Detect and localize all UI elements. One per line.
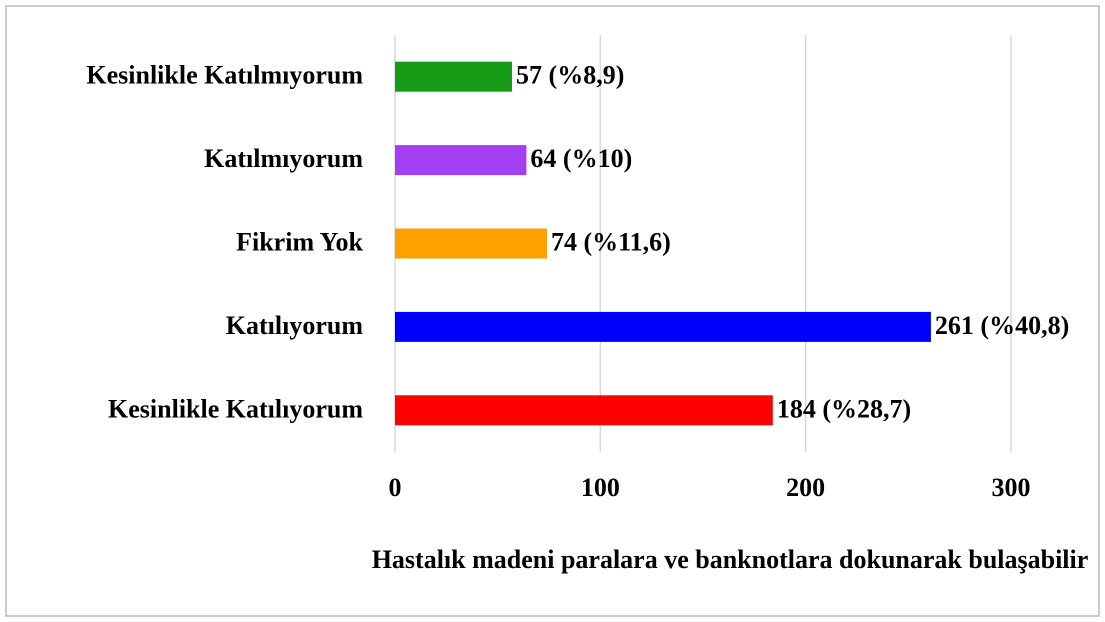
x-tick-label: 200 <box>786 473 825 502</box>
y-tick-label: Kesinlikle Katılmıyorum <box>86 61 363 90</box>
x-tick-label: 100 <box>581 473 620 502</box>
bar <box>395 228 547 259</box>
y-tick-label: Fikrim Yok <box>236 227 363 256</box>
chart-border <box>5 5 1100 617</box>
data-label: 64 (%10) <box>530 144 632 173</box>
bar <box>395 395 773 426</box>
data-label: 184 (%28,7) <box>777 394 911 423</box>
x-tick-label: 300 <box>992 473 1031 502</box>
bar <box>395 145 527 176</box>
x-axis-title: Hastalık madeni paralara ve banknotlara … <box>371 545 1089 574</box>
bar <box>395 61 513 92</box>
data-label: 57 (%8,9) <box>516 61 624 90</box>
bar <box>395 311 931 342</box>
x-tick-label: 0 <box>389 473 402 502</box>
data-label: 261 (%40,8) <box>935 311 1069 340</box>
y-tick-label: Kesinlikle Katılıyorum <box>108 394 363 423</box>
y-tick-label: Katılmıyorum <box>204 144 363 173</box>
data-label: 74 (%11,6) <box>551 227 671 256</box>
y-tick-label: Katılıyorum <box>226 311 364 340</box>
